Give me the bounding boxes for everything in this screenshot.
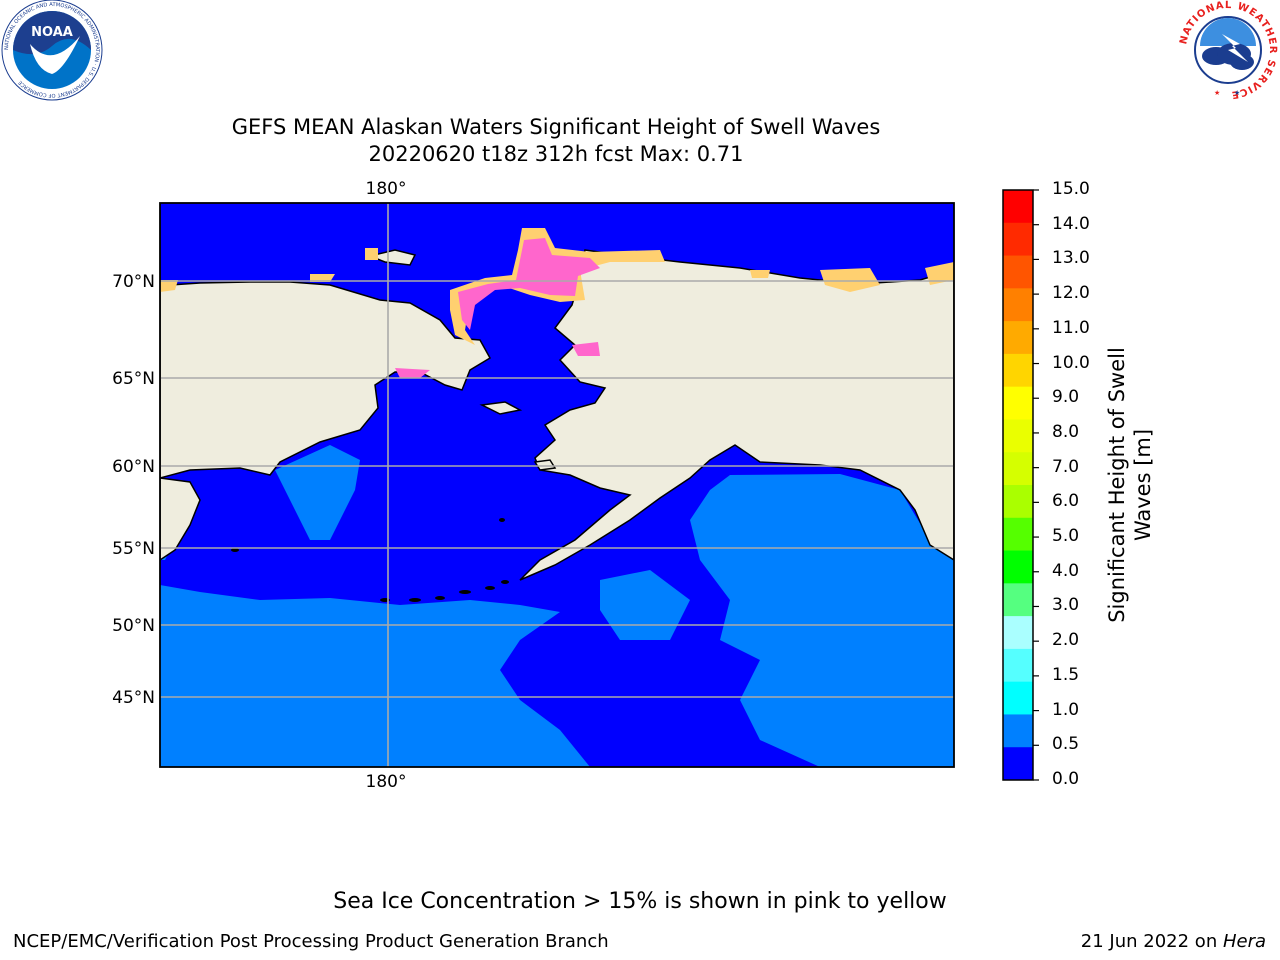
colorbar-segment bbox=[1003, 714, 1033, 748]
colorbar-tick-label: 6.0 bbox=[1052, 491, 1080, 512]
colorbar-tick-label: 14.0 bbox=[1052, 213, 1090, 234]
footer-date: 21 Jun 2022 on bbox=[1080, 931, 1223, 952]
svg-text:★: ★ bbox=[1234, 89, 1240, 97]
colorbar-title-line-2: Waves [m] bbox=[1131, 428, 1155, 542]
map: 180° 180° 70°N 65°N 60°N 55°N 50°N 45°N bbox=[112, 179, 955, 792]
title-line-2: 20220620 t18z 312h fcst Max: 0.71 bbox=[368, 142, 744, 166]
colorbar-segment bbox=[1003, 681, 1033, 715]
colorbar-segment bbox=[1003, 353, 1033, 388]
colorbar-tick-label: 13.0 bbox=[1052, 248, 1090, 269]
colorbar-segment bbox=[1003, 190, 1033, 224]
lat-label-55: 55°N bbox=[112, 539, 155, 559]
colorbar-segment bbox=[1003, 386, 1033, 420]
colorbar bbox=[1002, 189, 1039, 781]
sea-ice bbox=[160, 228, 954, 378]
lon-label-top: 180° bbox=[366, 179, 407, 199]
lat-label-60: 60°N bbox=[112, 457, 155, 477]
colorbar-segment bbox=[1003, 517, 1033, 552]
graticule bbox=[160, 203, 954, 767]
colorbar-segment bbox=[1003, 550, 1033, 584]
colorbar-tick-label: 1.5 bbox=[1052, 664, 1080, 685]
colorbar-tick-label: 1.0 bbox=[1052, 699, 1080, 720]
lat-label-45: 45°N bbox=[112, 688, 155, 708]
colorbar-tick-label: 4.0 bbox=[1052, 560, 1080, 581]
lat-label-65: 65°N bbox=[112, 369, 155, 389]
colorbar-tick-label: 10.0 bbox=[1052, 352, 1090, 373]
colorbar-segment bbox=[1003, 747, 1033, 781]
land bbox=[160, 203, 954, 581]
colorbar-title: Significant Height of Swell Waves [m] bbox=[1104, 347, 1156, 623]
colorbar-segment bbox=[1003, 321, 1033, 355]
chart-title: GEFS MEAN Alaskan Waters Significant Hei… bbox=[0, 114, 1112, 168]
colorbar-tick-label: 9.0 bbox=[1052, 387, 1080, 408]
colorbar-segment bbox=[1003, 255, 1033, 289]
noaa-text: NOAA bbox=[31, 25, 73, 40]
colorbar-tick-label: 2.0 bbox=[1052, 630, 1080, 651]
title-line-1: GEFS MEAN Alaskan Waters Significant Hei… bbox=[231, 115, 881, 139]
colorbar-tick-label: 11.0 bbox=[1052, 317, 1090, 338]
colorbar-segment bbox=[1003, 583, 1033, 617]
footer-right: 21 Jun 2022 on Hera bbox=[1081, 931, 1266, 952]
colorbar-segment bbox=[1003, 648, 1033, 683]
noaa-logo: NATIONAL OCEANIC AND ATMOSPHERIC ADMINIS… bbox=[1, 0, 103, 101]
colorbar-tick-label: 7.0 bbox=[1052, 456, 1080, 477]
colorbar-tick-label: 12.0 bbox=[1052, 283, 1090, 304]
lat-label-50: 50°N bbox=[112, 616, 155, 636]
colorbar-tick-label: 8.0 bbox=[1052, 421, 1080, 442]
colorbar-segment bbox=[1003, 419, 1033, 453]
footer-machine: Hera bbox=[1222, 931, 1266, 952]
colorbar-tick-label: 0.5 bbox=[1052, 734, 1080, 755]
sea-ice-note: Sea Ice Concentration > 15% is shown in … bbox=[333, 889, 947, 914]
footer-left: NCEP/EMC/Verification Post Processing Pr… bbox=[13, 931, 609, 952]
lon-label-bottom: 180° bbox=[366, 772, 407, 792]
map-frame bbox=[159, 202, 955, 768]
colorbar-tick-label: 0.0 bbox=[1052, 769, 1080, 789]
colorbar-frame bbox=[1002, 189, 1034, 781]
nws-logo: NATIONAL WEATHER SERVICE ★ ★ bbox=[1178, 0, 1277, 100]
colorbar-segment bbox=[1003, 288, 1033, 322]
colorbar-segment bbox=[1003, 222, 1033, 257]
colorbar-segment bbox=[1003, 452, 1033, 486]
colorbar-segment bbox=[1003, 616, 1033, 650]
colorbar-ticks: 15.0 14.0 13.0 12.0 11.0 10.0 9.0 8.0 7.0 6.0 5.0 4… bbox=[1052, 179, 1112, 790]
colorbar-segment bbox=[1003, 485, 1033, 519]
colorbar-title-line-1: Significant Height of Swell bbox=[1105, 347, 1129, 623]
colorbar-tick-label: 5.0 bbox=[1052, 526, 1080, 547]
svg-text:★: ★ bbox=[1214, 89, 1220, 97]
colorbar-tick-label: 3.0 bbox=[1052, 595, 1080, 616]
lat-label-70: 70°N bbox=[112, 272, 155, 292]
colorbar-tick-label: 15.0 bbox=[1052, 179, 1090, 199]
